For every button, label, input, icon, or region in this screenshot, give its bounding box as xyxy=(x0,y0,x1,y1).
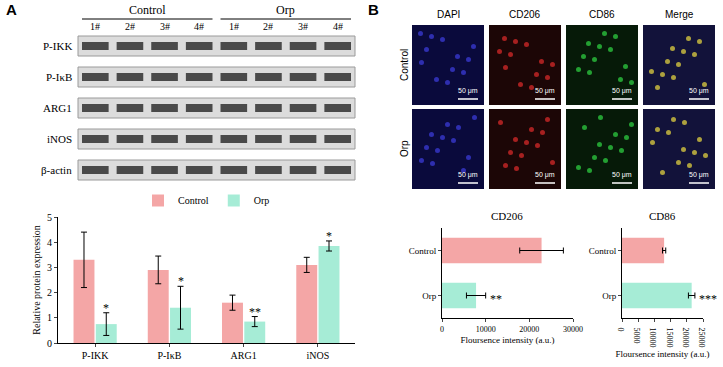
svg-text:3: 3 xyxy=(47,262,52,273)
svg-text:P-IKK: P-IKK xyxy=(82,350,109,361)
svg-text:3#: 3# xyxy=(298,21,308,32)
svg-text:0: 0 xyxy=(47,338,52,349)
svg-text:Merge: Merge xyxy=(665,9,694,20)
svg-text:Floursence intensity (a.u.): Floursence intensity (a.u.) xyxy=(616,349,710,359)
svg-text:P-IKK: P-IKK xyxy=(43,40,72,52)
svg-text:Orp: Orp xyxy=(399,140,410,157)
svg-text:5: 5 xyxy=(47,212,52,223)
svg-text:Orp: Orp xyxy=(276,3,295,17)
svg-text:10000: 10000 xyxy=(648,328,657,348)
svg-text:Relative protein expression: Relative protein expression xyxy=(31,225,42,334)
svg-text:Orp: Orp xyxy=(602,291,616,301)
svg-text:P-IκB: P-IκB xyxy=(46,71,72,83)
svg-text:1#: 1# xyxy=(229,21,239,32)
svg-text:50 μm: 50 μm xyxy=(535,87,555,95)
svg-text:B: B xyxy=(368,1,379,18)
svg-text:15000: 15000 xyxy=(665,328,674,348)
svg-text:CD86: CD86 xyxy=(649,210,676,222)
svg-text:30000: 30000 xyxy=(563,325,583,334)
svg-text:4#: 4# xyxy=(194,21,204,32)
svg-text:3#: 3# xyxy=(160,21,170,32)
svg-text:0: 0 xyxy=(440,325,444,334)
svg-text:ARG1: ARG1 xyxy=(43,102,72,114)
svg-text:*: * xyxy=(178,274,184,288)
svg-text:2#: 2# xyxy=(263,21,273,32)
svg-text:ARG1: ARG1 xyxy=(231,350,257,361)
svg-text:iNOS: iNOS xyxy=(306,350,329,361)
svg-text:20000: 20000 xyxy=(519,325,539,334)
svg-text:Orp: Orp xyxy=(422,291,436,301)
svg-text:2: 2 xyxy=(47,287,52,298)
svg-text:4: 4 xyxy=(47,237,52,248)
svg-text:Floursence intensity (a.u.): Floursence intensity (a.u.) xyxy=(461,335,555,345)
svg-text:50 μm: 50 μm xyxy=(458,171,478,179)
svg-text:2#: 2# xyxy=(125,21,135,32)
svg-text:20000: 20000 xyxy=(681,328,690,348)
svg-text:5000: 5000 xyxy=(632,328,641,344)
svg-text:1#: 1# xyxy=(90,21,100,32)
svg-text:DAPI: DAPI xyxy=(437,9,460,20)
svg-text:50 μm: 50 μm xyxy=(612,171,632,179)
svg-text:*: * xyxy=(326,229,332,243)
svg-text:1: 1 xyxy=(47,312,52,323)
svg-text:10000: 10000 xyxy=(476,325,496,334)
svg-text:iNOS: iNOS xyxy=(47,133,72,145)
svg-text:β-actin: β-actin xyxy=(41,164,72,176)
svg-text:Control: Control xyxy=(409,246,437,256)
svg-text:50 μm: 50 μm xyxy=(458,87,478,95)
svg-text:50 μm: 50 μm xyxy=(689,87,709,95)
svg-text:Orp: Orp xyxy=(254,195,270,206)
svg-text:CD206: CD206 xyxy=(509,9,541,20)
svg-text:0: 0 xyxy=(616,328,625,332)
svg-text:CD206: CD206 xyxy=(491,210,523,222)
svg-text:*: * xyxy=(103,301,109,315)
svg-text:50 μm: 50 μm xyxy=(612,87,632,95)
svg-text:Control: Control xyxy=(589,246,617,256)
svg-text:P-IκB: P-IκB xyxy=(157,350,181,361)
svg-text:**: ** xyxy=(490,292,502,306)
svg-text:50 μm: 50 μm xyxy=(689,171,709,179)
svg-text:A: A xyxy=(6,1,17,18)
svg-text:4#: 4# xyxy=(333,21,343,32)
svg-text:***: *** xyxy=(699,292,717,306)
svg-text:25000: 25000 xyxy=(697,328,706,348)
svg-text:**: ** xyxy=(249,305,261,319)
svg-text:Control: Control xyxy=(399,49,410,81)
svg-text:50 μm: 50 μm xyxy=(535,171,555,179)
svg-text:Control: Control xyxy=(178,195,209,206)
svg-text:CD86: CD86 xyxy=(589,9,615,20)
svg-text:Control: Control xyxy=(129,3,166,17)
